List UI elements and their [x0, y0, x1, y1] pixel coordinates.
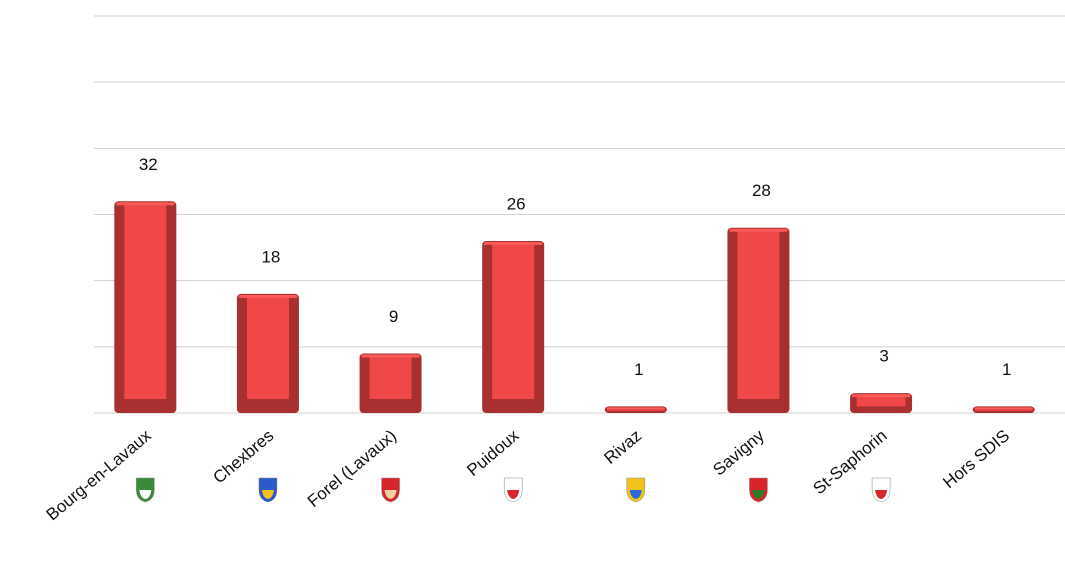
bar-face [737, 230, 780, 399]
value-label: 28 [752, 181, 771, 200]
bar-top [238, 294, 297, 298]
crest-detail [139, 490, 152, 499]
x-tick-label: Bourg-en-Lavaux [43, 426, 155, 525]
x-tick-label: Puidoux [463, 426, 523, 480]
crest-detail [261, 490, 274, 499]
bar-top [361, 354, 420, 358]
x-tick-label: Hors SDIS [939, 426, 1013, 492]
value-label: 3 [879, 347, 888, 366]
bar-face [369, 356, 412, 399]
bar-top [974, 407, 1033, 410]
crest-detail [629, 490, 642, 499]
value-label: 32 [139, 155, 158, 174]
bar-face [856, 396, 906, 407]
bar-face [492, 243, 535, 399]
crest-detail [875, 490, 888, 499]
bar-top [484, 241, 543, 245]
crest-detail [507, 490, 520, 499]
crest-detail [752, 490, 765, 499]
bar-face [124, 204, 167, 399]
bar-face [974, 408, 1033, 411]
bar-face [246, 296, 289, 399]
crest-detail [384, 490, 397, 499]
value-label: 26 [507, 194, 526, 213]
value-label: 1 [634, 360, 643, 379]
x-tick-label: Rivaz [600, 426, 645, 468]
value-label: 9 [389, 307, 398, 326]
x-tick-label: Savigny [709, 426, 768, 480]
value-label: 1 [1002, 360, 1011, 379]
bar-top [852, 394, 911, 398]
value-label: 18 [261, 247, 280, 266]
bar-top [606, 407, 665, 410]
bar-face [607, 408, 665, 411]
bar-top [729, 228, 788, 232]
bar-top [116, 202, 175, 206]
